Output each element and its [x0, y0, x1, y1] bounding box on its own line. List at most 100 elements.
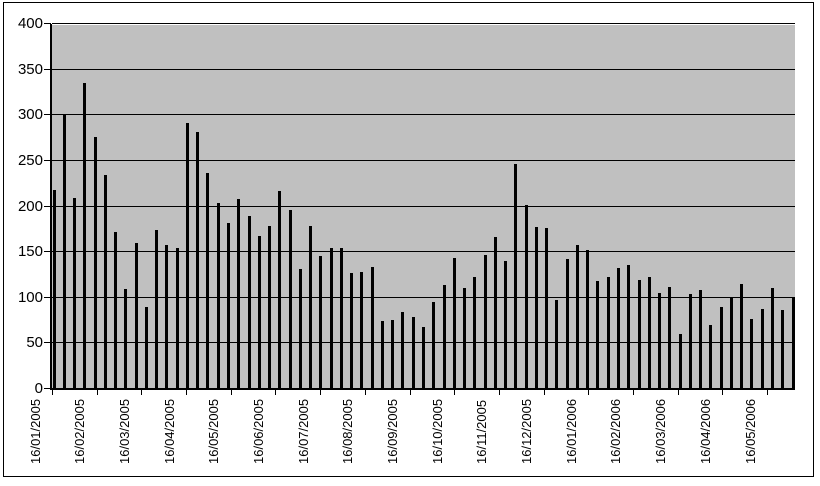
- x-axis-tick: [632, 390, 634, 395]
- x-axis-tick: [320, 390, 322, 395]
- bar: [719, 306, 723, 389]
- bar: [93, 137, 97, 389]
- bar: [278, 190, 282, 389]
- x-axis-tick: [52, 390, 53, 395]
- bar: [729, 296, 733, 389]
- bar: [606, 276, 610, 389]
- bar: [596, 281, 600, 389]
- y-axis-tick: [44, 159, 51, 161]
- x-axis-tick: [767, 390, 768, 395]
- bar: [452, 257, 456, 389]
- gridline: [52, 114, 795, 116]
- bar: [524, 204, 528, 389]
- bar: [329, 247, 333, 389]
- gridline: [52, 296, 795, 298]
- bar: [380, 320, 384, 389]
- x-tick-label: 16/04/2006: [697, 398, 713, 464]
- bar: [391, 319, 395, 389]
- bar: [319, 255, 323, 389]
- bar: [247, 215, 251, 389]
- bar: [103, 174, 107, 389]
- bar: [483, 254, 487, 389]
- bar: [770, 287, 774, 389]
- bar: [216, 202, 220, 389]
- x-tick-label: 16/02/2006: [608, 398, 624, 464]
- gridline: [52, 251, 795, 253]
- x-tick-label: 16/03/2006: [653, 398, 669, 464]
- bar: [298, 269, 302, 389]
- x-tick-label: 16/02/2005: [72, 398, 88, 464]
- y-tick-label: 300: [17, 106, 43, 124]
- bar: [339, 248, 343, 389]
- x-tick-label: 16/11/2005: [474, 399, 490, 464]
- gridline: [52, 159, 795, 161]
- bar: [309, 225, 313, 389]
- y-axis-tick: [44, 23, 51, 24]
- x-axis-tick: [543, 390, 545, 395]
- y-tick-label: 50: [26, 334, 43, 352]
- bar: [493, 236, 497, 389]
- y-tick-label: 400: [17, 15, 43, 32]
- bar: [668, 286, 672, 389]
- x-tick-label: 16/06/2005: [250, 398, 266, 464]
- bar: [144, 306, 148, 389]
- bar: [350, 273, 354, 389]
- bar: [175, 248, 179, 389]
- y-axis-tick: [44, 296, 51, 298]
- bar: [83, 83, 87, 389]
- bar: [740, 284, 744, 389]
- bar: [411, 316, 415, 389]
- bar: [73, 198, 77, 389]
- x-axis-tick: [230, 390, 232, 395]
- bar: [360, 272, 364, 389]
- bar: [688, 294, 692, 389]
- bar: [288, 210, 292, 389]
- bar: [791, 296, 795, 389]
- bar: [196, 131, 200, 389]
- bar: [534, 226, 538, 389]
- bar: [62, 115, 66, 389]
- bar: [463, 287, 467, 389]
- bar: [504, 261, 508, 389]
- x-axis-tick: [275, 390, 277, 395]
- bar: [401, 312, 405, 389]
- y-tick-label: 150: [17, 243, 43, 261]
- y-axis-tick: [44, 342, 51, 344]
- x-axis-tick: [364, 390, 366, 395]
- x-axis-tick: [186, 390, 188, 395]
- y-axis-tick: [44, 114, 51, 116]
- gridline: [52, 205, 795, 207]
- x-tick-label: 16/05/2005: [206, 398, 222, 464]
- bar: [781, 309, 785, 389]
- bar: [637, 280, 641, 389]
- bar: [647, 276, 651, 389]
- bar: [699, 290, 703, 389]
- bar: [586, 250, 590, 389]
- y-tick-label: 0: [34, 380, 43, 397]
- bar: [422, 326, 425, 389]
- bar: [565, 259, 569, 389]
- y-axis-tick: [44, 68, 51, 70]
- x-axis-tick: [454, 390, 456, 395]
- x-tick-label: 16/12/2005: [519, 398, 535, 464]
- bar: [432, 302, 436, 389]
- x-axis-tick: [141, 390, 143, 395]
- bar: [750, 318, 754, 389]
- x-tick-label: 16/01/2005: [27, 398, 43, 464]
- bar: [165, 244, 169, 389]
- bar: [575, 244, 579, 389]
- bar: [124, 288, 128, 389]
- y-axis-tick: [44, 388, 51, 389]
- bar: [134, 243, 138, 389]
- bar: [237, 199, 241, 389]
- y-tick-label: 100: [17, 288, 43, 306]
- bar: [473, 276, 477, 389]
- x-axis-tick: [588, 390, 590, 395]
- bar: [257, 235, 261, 389]
- y-axis-tick: [44, 205, 51, 207]
- x-tick-label: 16/01/2006: [563, 398, 579, 464]
- x-tick-label: 16/09/2005: [385, 398, 400, 464]
- y-axis-tick: [44, 251, 51, 253]
- bar: [678, 334, 682, 389]
